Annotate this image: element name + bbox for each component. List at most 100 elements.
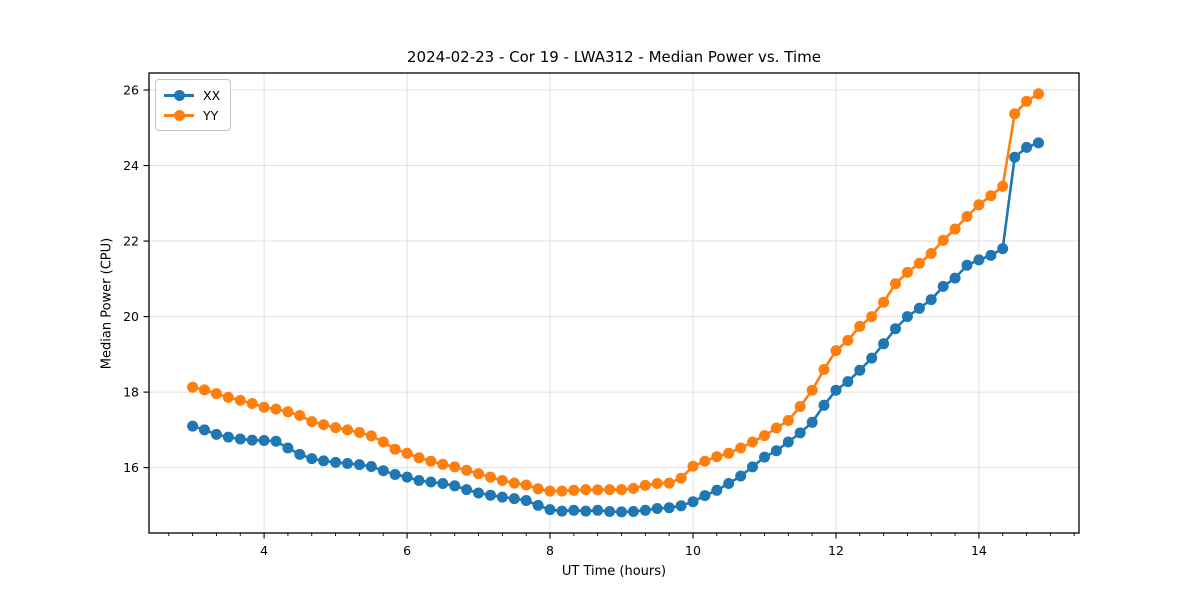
x-tick-label: 14	[971, 543, 987, 558]
grid-lines	[149, 73, 1079, 533]
data-point-XX	[449, 480, 461, 492]
data-point-XX	[222, 431, 234, 443]
data-point-XX	[627, 506, 639, 517]
data-point-XX	[925, 294, 937, 306]
data-point-YY	[985, 190, 997, 202]
data-point-XX	[199, 424, 210, 436]
data-point-YY	[199, 384, 210, 396]
data-point-XX	[342, 458, 353, 469]
data-point-XX	[187, 420, 199, 432]
data-point-YY	[866, 311, 878, 323]
data-point-XX	[496, 491, 508, 503]
data-point-XX	[520, 495, 532, 506]
data-point-XX	[282, 442, 294, 454]
legend-label: XX	[203, 87, 221, 103]
data-point-YY	[377, 436, 389, 448]
data-point-XX	[401, 471, 413, 483]
y-tick-label: 18	[123, 385, 139, 400]
data-point-XX	[210, 428, 222, 440]
legend-item-XX: XX	[164, 85, 220, 105]
data-point-YY	[389, 443, 401, 455]
data-point-XX	[818, 399, 830, 411]
data-point-YY	[449, 461, 461, 473]
data-point-YY	[413, 452, 425, 464]
data-point-XX	[425, 476, 437, 488]
data-point-XX	[389, 469, 401, 480]
legend-marker-icon	[164, 109, 194, 121]
data-point-XX	[806, 416, 818, 428]
data-point-YY	[520, 479, 532, 491]
data-point-YY	[1009, 108, 1021, 120]
data-point-XX	[687, 496, 699, 508]
y-tick-label: 22	[123, 234, 139, 249]
data-point-XX	[878, 338, 890, 350]
x-tick-label: 8	[546, 543, 554, 558]
data-point-YY	[318, 419, 330, 431]
data-point-XX	[770, 445, 782, 457]
data-point-YY	[854, 320, 866, 332]
data-point-YY	[282, 406, 294, 418]
data-point-YY	[234, 394, 246, 406]
data-point-XX	[782, 436, 794, 448]
data-point-YY	[210, 388, 222, 400]
y-tick-label: 16	[123, 460, 139, 475]
data-point-YY	[973, 199, 985, 211]
data-point-YY	[747, 436, 758, 448]
data-point-XX	[1021, 141, 1033, 153]
data-point-YY	[997, 180, 1009, 192]
series-line-XX	[192, 141, 1039, 514]
data-point-YY	[949, 223, 961, 235]
data-point-XX	[699, 490, 711, 502]
data-point-XX	[949, 272, 961, 284]
data-point-YY	[699, 455, 711, 467]
data-point-YY	[544, 485, 556, 497]
data-point-YY	[425, 455, 437, 467]
axis-ticks: 4 6 8 10 12 14 16 18 20 22 24 26	[123, 82, 1075, 558]
data-point-XX	[961, 259, 973, 271]
data-point-YY	[675, 472, 687, 484]
data-point-YY	[508, 477, 520, 489]
series-XX	[187, 137, 1044, 518]
data-point-XX	[747, 461, 758, 473]
data-point-XX	[890, 323, 901, 335]
data-point-XX	[365, 461, 377, 472]
data-point-YY	[639, 479, 651, 491]
data-point-XX	[270, 435, 282, 447]
data-point-YY	[782, 415, 794, 426]
data-point-XX	[318, 455, 330, 467]
data-point-XX	[866, 352, 878, 364]
data-point-XX	[651, 503, 663, 514]
data-point-XX	[413, 475, 425, 486]
series-YY	[187, 88, 1044, 497]
data-point-YY	[306, 416, 318, 428]
y-axis-label: Median Power (CPU)	[99, 237, 115, 370]
data-point-XX	[294, 448, 306, 460]
data-point-YY	[580, 484, 592, 496]
data-point-YY	[806, 384, 818, 396]
legend: XX YY	[155, 79, 232, 131]
data-point-XX	[330, 456, 342, 468]
data-point-XX	[461, 484, 473, 496]
data-point-YY	[961, 211, 973, 222]
data-point-XX	[723, 478, 735, 489]
data-point-YY	[437, 458, 449, 470]
data-point-XX	[1009, 151, 1021, 163]
data-point-XX	[306, 453, 318, 465]
data-point-YY	[270, 403, 282, 415]
legend-label: YY	[203, 107, 219, 123]
data-point-XX	[580, 505, 592, 517]
data-point-YY	[890, 278, 901, 290]
data-point-XX	[973, 254, 985, 266]
data-point-XX	[639, 504, 651, 516]
data-point-XX	[997, 243, 1009, 255]
data-point-XX	[234, 433, 246, 445]
x-tick-label: 4	[260, 543, 268, 558]
data-point-YY	[556, 485, 568, 497]
data-point-YY	[901, 266, 913, 278]
data-point-YY	[294, 410, 306, 421]
data-point-XX	[735, 470, 747, 482]
data-point-YY	[711, 451, 723, 463]
data-point-XX	[842, 376, 854, 388]
data-point-YY	[604, 484, 616, 496]
data-point-XX	[532, 499, 544, 511]
